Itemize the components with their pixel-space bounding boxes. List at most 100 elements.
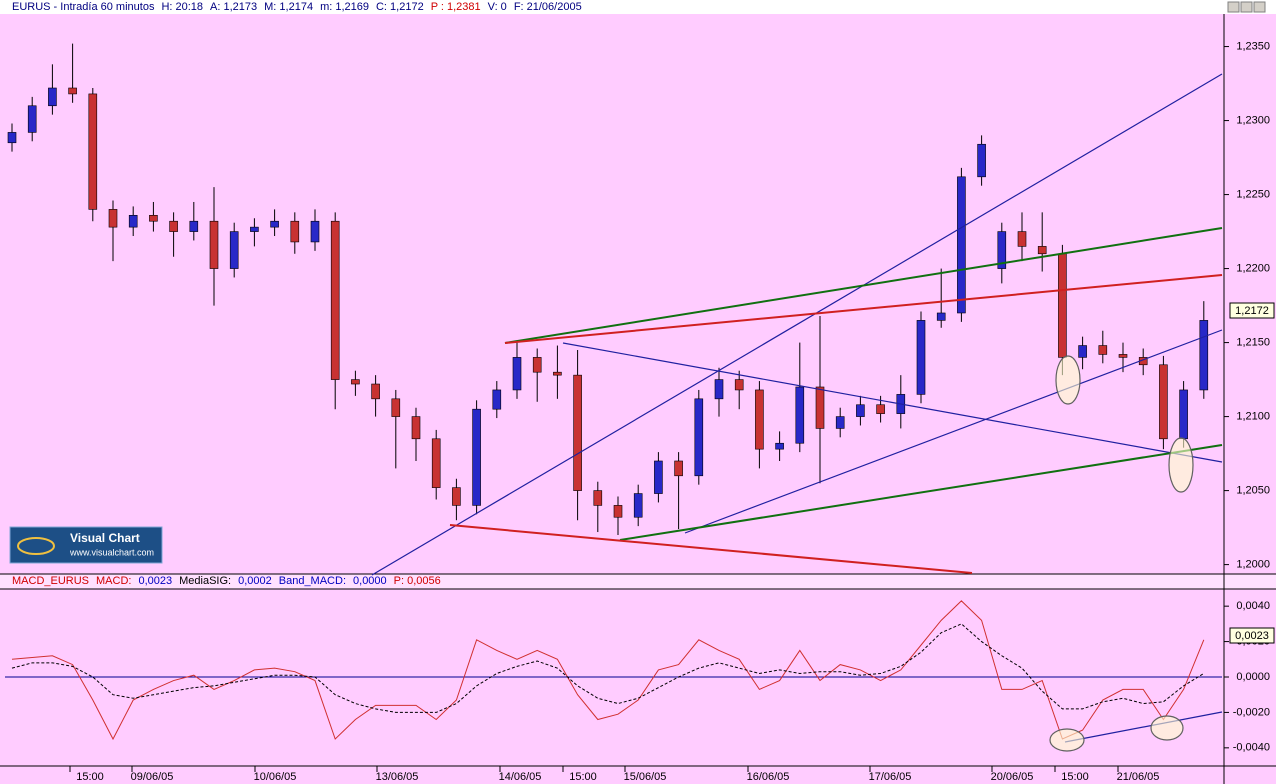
candle-body: [48, 87, 57, 107]
candle-body: [553, 371, 562, 376]
maximize-button[interactable]: [1240, 1, 1253, 13]
candle-body: [391, 398, 401, 417]
minimize-button[interactable]: [1227, 1, 1240, 13]
highlight-ellipse: [1055, 355, 1081, 405]
candle-body: [310, 220, 320, 243]
header-text: F: 21/06/2005: [514, 1, 582, 13]
logo[interactable]: Visual Chart www.visualchart.com: [9, 526, 163, 564]
candle-body: [775, 442, 784, 450]
candle-body: [189, 220, 199, 232]
candle-body: [88, 93, 98, 210]
candle-body: [734, 379, 744, 391]
candle-body: [411, 416, 421, 440]
trendline: [449, 524, 973, 574]
macd-tag-box: [1229, 627, 1275, 644]
candle-body: [290, 220, 300, 243]
time-label: 15:00: [569, 771, 597, 783]
time-label: 21/06/05: [1117, 771, 1160, 783]
y-tick-label: 0,0040: [1236, 600, 1270, 612]
candle-body: [270, 220, 279, 228]
candle-body: [856, 404, 865, 417]
candle-body: [714, 379, 724, 400]
close-button[interactable]: [1253, 1, 1266, 13]
candle-body: [1179, 389, 1188, 440]
time-label: 14/06/05: [499, 771, 542, 783]
candle-body: [1098, 345, 1108, 355]
candle-body: [149, 214, 158, 222]
candle-body: [1037, 246, 1047, 255]
y-tick-label: 1,2050: [1236, 485, 1270, 497]
time-label: 20/06/05: [991, 771, 1034, 783]
time-label: 15:00: [1061, 771, 1089, 783]
macd-tag: 0,0023: [1235, 630, 1269, 642]
highlight-ellipse: [1049, 728, 1085, 752]
candle-body: [997, 231, 1007, 269]
header-text: 0,0000: [353, 575, 387, 587]
window-buttons[interactable]: [1227, 1, 1266, 13]
y-tick-label: -0,0020: [1233, 706, 1270, 718]
candle-body: [936, 312, 946, 321]
candle-body: [351, 379, 360, 385]
candle-body: [694, 398, 704, 477]
candle-body: [512, 357, 522, 391]
candle-body: [674, 460, 683, 477]
candle-body: [108, 209, 118, 228]
header-text: MACD:: [96, 575, 131, 587]
candle-body: [573, 374, 582, 491]
y-tick-label: 1,2200: [1236, 262, 1270, 274]
header-text: m: 1,2169: [320, 1, 369, 13]
y-tick-label: 1,2100: [1236, 410, 1270, 422]
highlight-ellipse: [1168, 437, 1194, 493]
drawn-trendlines: [371, 73, 1223, 752]
header-text: M: 1,2174: [264, 1, 313, 13]
y-tick-label: 1,2300: [1236, 114, 1270, 126]
header-text: A: 1,2173: [210, 1, 257, 13]
trendline: [619, 444, 1223, 541]
candle-body: [593, 490, 603, 506]
candle-body: [27, 105, 37, 133]
candle-body: [876, 404, 885, 414]
logo-box: [9, 526, 163, 564]
candle-body: [654, 460, 663, 494]
y-tick-label: -0,0040: [1233, 742, 1270, 754]
y-tick-label: 1,2000: [1236, 559, 1270, 571]
trendline: [371, 73, 1223, 576]
candle-body: [452, 487, 461, 506]
header-text: 0,0023: [138, 575, 172, 587]
y-tick-label: 1,2150: [1236, 336, 1270, 348]
price-tag-box: [1229, 302, 1275, 319]
candle-body: [1159, 364, 1168, 440]
y-tick-label: 1,2250: [1236, 188, 1270, 200]
time-label: 17/06/05: [869, 771, 912, 783]
candle-body: [7, 132, 17, 144]
candle-body: [835, 416, 845, 429]
candle-body: [795, 386, 805, 444]
highlight-ellipse: [1150, 715, 1184, 741]
candle-body: [431, 438, 441, 488]
header-text: Band_MACD:: [279, 575, 346, 587]
candle-body: [633, 493, 643, 518]
trendline: [504, 274, 1223, 344]
header-text: EURUS - Intradía 60 minutos: [12, 1, 155, 13]
time-label: 09/06/05: [131, 771, 174, 783]
header-text: P : 1,2381: [431, 1, 481, 13]
candle-body: [1017, 231, 1027, 247]
time-label: 13/06/05: [376, 771, 419, 783]
candle-body: [330, 220, 340, 380]
candle-body: [1199, 320, 1209, 391]
candle-body: [532, 357, 542, 373]
trendline: [504, 227, 1223, 344]
candle-body: [128, 214, 138, 228]
title-bar: [0, 0, 1276, 14]
header-text: 0,0002: [238, 575, 272, 587]
candle-body: [916, 320, 926, 395]
logo-url: www.visualchart.com: [69, 547, 154, 557]
header-text: MediaSIG:: [179, 575, 231, 587]
candle-body: [371, 383, 380, 400]
candle-body: [613, 505, 623, 518]
candle-body: [957, 176, 966, 314]
macd-line: [11, 600, 1205, 741]
candle-body: [209, 220, 219, 269]
